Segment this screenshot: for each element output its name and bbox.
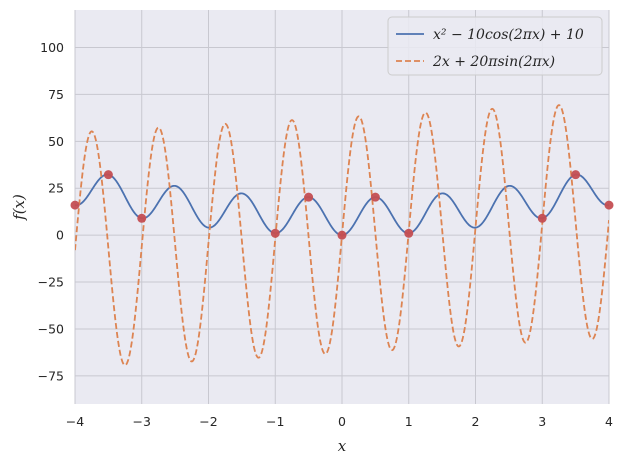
marker-point bbox=[337, 230, 347, 240]
x-tick-label: 0 bbox=[338, 414, 346, 429]
y-tick-label: 50 bbox=[48, 134, 64, 149]
marker-layer bbox=[70, 170, 614, 240]
marker-point bbox=[370, 192, 380, 202]
legend-label-series-2: 2x + 20πsin(2πx) bbox=[432, 54, 555, 70]
marker-point bbox=[137, 213, 147, 223]
y-tick-label: 0 bbox=[56, 228, 64, 243]
marker-point bbox=[537, 213, 547, 223]
legend: x² − 10cos(2πx) + 10 2x + 20πsin(2πx) bbox=[387, 16, 603, 76]
y-tick-label: −75 bbox=[38, 368, 64, 383]
x-tick-label: 4 bbox=[605, 414, 613, 429]
x-tick-label: −3 bbox=[133, 414, 151, 429]
x-tick-labels: −4 −3 −2 −1 0 1 2 3 4 bbox=[66, 414, 613, 429]
marker-point bbox=[270, 228, 280, 238]
marker-point bbox=[404, 228, 414, 238]
y-tick-labels: −75 −50 −25 0 25 50 75 100 bbox=[38, 40, 64, 383]
x-tick-label: −2 bbox=[199, 414, 217, 429]
x-tick-label: −1 bbox=[266, 414, 284, 429]
marker-point bbox=[70, 200, 80, 210]
y-axis-label: f(x) bbox=[10, 194, 28, 221]
legend-box bbox=[387, 16, 603, 76]
marker-point bbox=[304, 192, 314, 202]
y-tick-label: 75 bbox=[48, 87, 64, 102]
x-tick-label: 2 bbox=[472, 414, 480, 429]
legend-label-series-1: x² − 10cos(2πx) + 10 bbox=[433, 27, 584, 43]
x-tick-label: −4 bbox=[66, 414, 84, 429]
y-tick-label: 100 bbox=[40, 40, 64, 55]
marker-point bbox=[103, 170, 113, 180]
marker-point bbox=[604, 200, 614, 210]
x-tick-label: 1 bbox=[405, 414, 413, 429]
x-axis-label: x bbox=[338, 437, 347, 455]
y-tick-label: −50 bbox=[38, 321, 64, 336]
y-tick-label: 25 bbox=[48, 181, 64, 196]
grid-lines bbox=[74, 10, 610, 404]
y-tick-label: −25 bbox=[38, 275, 64, 290]
x-tick-label: 3 bbox=[538, 414, 546, 429]
marker-point bbox=[571, 170, 581, 180]
